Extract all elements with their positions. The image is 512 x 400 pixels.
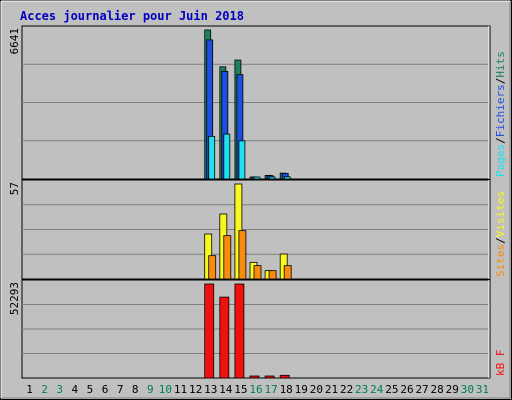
x-tick-label-day-11: 11: [174, 383, 187, 396]
bar-kb-f-day-15: [234, 283, 245, 379]
legend-pages: Pages: [494, 144, 507, 177]
bar-pages-day-17: [268, 176, 276, 180]
x-tick-label-day-12: 12: [189, 383, 202, 396]
panel-kb: 52293 kB F: [8, 279, 507, 379]
x-tick-label-day-1: 1: [26, 383, 33, 396]
x-tick-label-day-4: 4: [72, 383, 79, 396]
bar-pages-day-18: [283, 176, 291, 180]
y-max-label: 6641: [8, 28, 21, 55]
x-tick-label-day-30: 30: [461, 383, 474, 396]
legend-separator: /: [494, 78, 507, 85]
legend-separator: /: [494, 237, 507, 244]
x-tick-label-day-6: 6: [102, 383, 109, 396]
x-tick-label-day-2: 2: [41, 383, 48, 396]
legend-separator: /: [494, 137, 507, 144]
y-max-label: 57: [8, 182, 21, 195]
x-tick-label-day-20: 20: [310, 383, 323, 396]
bar-sites-day-14: [223, 235, 232, 280]
x-tick-label-day-18: 18: [280, 383, 293, 396]
legend-hits: Hits: [494, 51, 507, 78]
panel-visits-sites: 57 Sites/Visites: [8, 179, 507, 280]
bar-sites-day-15: [238, 230, 247, 280]
x-tick-label-day-9: 9: [147, 383, 154, 396]
bar-pages-day-16: [253, 176, 261, 180]
x-tick-label-day-19: 19: [295, 383, 308, 396]
x-tick-label-day-17: 17: [264, 383, 277, 396]
x-tick-label-day-23: 23: [355, 383, 368, 396]
bar-kb-f-day-14: [219, 296, 230, 379]
x-tick-label-day-16: 16: [249, 383, 262, 396]
legend-kb-f: kB F: [494, 350, 507, 377]
legend-fichiers: Fichiers: [494, 84, 507, 137]
x-axis-labels: 1 2 3 4 5 6 7 8 9 10 11 12 13 14 15 16 17 18 19 20 21 22 23 24 2…: [26, 383, 489, 396]
legend-sites: Sites: [494, 244, 507, 277]
x-tick-label-day-28: 28: [431, 383, 444, 396]
chart-panels: 6641Pages/Fichiers/Hits57Sites/Visites52…: [8, 25, 507, 379]
bar-pages-day-14: [223, 133, 231, 180]
bar-kb-f-day-13: [204, 283, 215, 379]
bar-kb-f-day-16: [249, 375, 260, 379]
x-tick-label-day-22: 22: [340, 383, 353, 396]
x-tick-label-day-10: 10: [159, 383, 172, 396]
x-tick-label-day-27: 27: [415, 383, 428, 396]
bar-sites-day-13: [208, 255, 217, 280]
bar-kb-f-day-17: [264, 375, 275, 379]
x-tick-label-day-7: 7: [117, 383, 124, 396]
x-tick-label-day-31: 31: [476, 383, 489, 396]
bar-sites-day-17: [268, 270, 277, 280]
x-tick-label-day-15: 15: [234, 383, 247, 396]
x-tick-label-day-8: 8: [132, 383, 139, 396]
panel-kb-legend: kB F: [494, 350, 507, 377]
x-tick-label-day-26: 26: [400, 383, 413, 396]
legend-visites: Visites: [494, 191, 507, 237]
x-tick-label-day-13: 13: [204, 383, 217, 396]
x-tick-label-day-24: 24: [370, 383, 384, 396]
x-tick-label-day-5: 5: [87, 383, 94, 396]
bar-sites-day-18: [283, 265, 292, 280]
x-tick-label-day-21: 21: [325, 383, 338, 396]
panel-visits-sites-legend: Sites/Visites: [494, 191, 507, 277]
bar-kb-f-day-18: [279, 374, 290, 379]
bar-pages-day-15: [238, 140, 246, 180]
x-tick-label-day-25: 25: [385, 383, 398, 396]
y-max-label: 52293: [8, 282, 21, 315]
x-tick-label-day-14: 14: [219, 383, 233, 396]
chart-title: Acces journalier pour Juin 2018: [20, 9, 244, 23]
bar-pages-day-13: [208, 135, 216, 180]
panel-hits-files-pages-legend: Pages/Fichiers/Hits: [494, 51, 507, 177]
bar-sites-day-16: [253, 265, 262, 280]
x-tick-label-day-29: 29: [446, 383, 459, 396]
x-tick-label-day-3: 3: [56, 383, 63, 396]
